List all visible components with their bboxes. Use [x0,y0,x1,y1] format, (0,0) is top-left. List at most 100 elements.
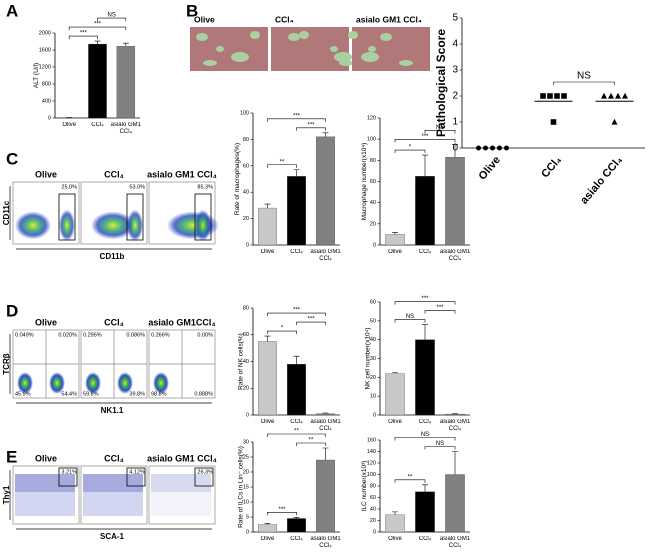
gate-percent: 0.086% [126,332,145,338]
significance-bracket [97,17,127,22]
gate-percent: 3.21% [61,469,77,475]
significance-bracket [553,81,615,85]
data-point [601,92,607,99]
data-point [611,118,618,125]
bar [415,176,435,246]
y-tick-label: 120 [367,115,376,121]
histology-speck [348,31,358,39]
data-point [608,92,614,99]
bar [415,491,435,533]
significance-bracket [267,330,297,335]
flow-title: Olive [35,169,57,179]
x-tick-label: asialo GM1 CCl₄ [310,419,341,432]
histology-speck [380,33,392,41]
significance-label: NS [107,13,115,19]
flow-population [15,211,51,240]
y-tick-label: 0 [48,115,51,121]
bar [316,459,335,533]
y-tick-label: 0 [373,412,376,418]
y-tick-label: 5 [452,13,458,24]
y-tick-label: 20 [370,375,376,381]
flow-y-label: CD11c [2,200,11,225]
significance-bracket [394,149,426,154]
x-tick-label-box: Olive [388,419,402,425]
y-tick-label: 140 [367,449,376,455]
flow-population [127,209,143,242]
error-bar [392,511,398,515]
significance-label: NS [436,125,444,131]
significance-bracket [394,319,426,323]
y-tick-label: 40 [370,337,376,343]
histology-label: asialo GM1 CCl₄ [356,14,422,24]
data-point [490,145,495,151]
significance-label: NS [421,432,429,438]
y-tick-label: 120 [367,460,376,466]
error-bar [322,132,329,137]
y-tick-label: 400 [42,98,51,104]
data-point [504,145,509,151]
significance-label: *** [293,113,301,119]
x-tick-label-box: asialo GM1 CCl₄ [440,419,470,432]
x-tick-label: CCl₄ [91,122,104,128]
y-tick-label: 80 [243,137,249,143]
x-tick-label-box: Olive [388,249,402,255]
y-axis-label: Pathological Score [434,29,448,137]
flow-population [17,372,33,395]
x-tick-label-box: Olive [261,249,275,255]
significance-bracket [296,321,326,326]
bar [258,207,277,246]
y-axis-label: Macrophage number(x10⁴) [361,143,368,221]
error-bar [293,355,300,365]
significance-bracket [424,446,456,450]
x-tick-label-box: asialo GM1 CCl₄ [440,536,470,549]
significance-label: *** [80,31,88,37]
x-tick-label-box: CCl₄ [290,419,302,425]
y-tick-label: 0 [246,529,249,535]
y-tick-label: 20 [243,216,249,222]
flow-title: CCl₄ [104,169,124,179]
y-tick-label: 60 [370,299,376,305]
bar [287,176,306,246]
histology-speck [330,46,338,52]
bar [445,413,465,416]
y-tick-label: 60 [370,495,376,501]
error-bar [122,42,129,47]
significance-label: ** [294,429,299,435]
significance-bracket [394,139,456,143]
gate-percent: 4.12% [129,469,145,475]
y-tick-label: 40 [370,506,376,512]
significance-label: NS [577,71,591,82]
y-axis-label: ALT (U/l) [33,63,40,88]
y-tick-label: 80 [370,158,376,164]
y-axis-label: ILC number(x10³) [361,461,368,512]
gate-percent: 45.9% [15,391,31,397]
significance-bracket [296,442,326,446]
error-bar [264,335,271,342]
panel-label: B [186,1,198,20]
bar [316,136,335,246]
gate-percent: 0.266% [151,332,170,338]
gate-percent: 39.8% [129,391,145,397]
x-tick-label: CCl₄ [539,154,564,180]
data-point [550,119,557,125]
y-tick-label: 60 [243,332,249,338]
y-tick-label: 40 [243,359,249,365]
error-bar [422,484,428,492]
flow-title: CCl₄ [104,453,124,463]
gate-percent: 85.3% [197,184,213,190]
error-bar [322,412,329,414]
y-tick-label: 160 [367,437,376,443]
x-tick-label: asialo GM1 CCl₄ [439,249,471,262]
y-tick-label: 1200 [39,64,51,70]
data-point [497,145,502,151]
flow-population [83,474,143,492]
histology-speck [231,52,249,62]
significance-label: *** [278,507,286,513]
y-tick-label: 0 [452,143,458,154]
flow-gate [126,193,144,241]
bar [445,157,465,246]
x-tick-label-box: CCl₄ [419,249,431,255]
significance-label: ** [280,159,285,165]
error-bar [452,144,458,158]
flow-gate [194,467,214,487]
